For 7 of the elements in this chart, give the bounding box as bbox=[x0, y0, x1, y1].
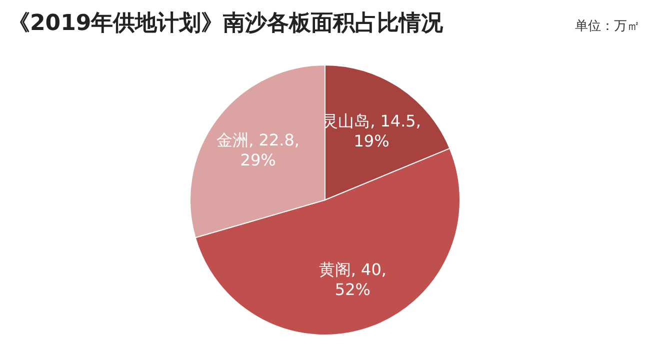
data-label: 52% bbox=[334, 280, 370, 299]
data-label: 19% bbox=[354, 131, 390, 150]
data-label: 29% bbox=[240, 150, 276, 170]
data-label: 金洲, 22.8, bbox=[216, 130, 300, 150]
data-label: 黄阁, 40, bbox=[318, 260, 387, 279]
annotation: 单位：万㎡ bbox=[575, 19, 640, 34]
title: 《2019年供地计划》南沙各板面积占比情况 bbox=[8, 11, 444, 36]
